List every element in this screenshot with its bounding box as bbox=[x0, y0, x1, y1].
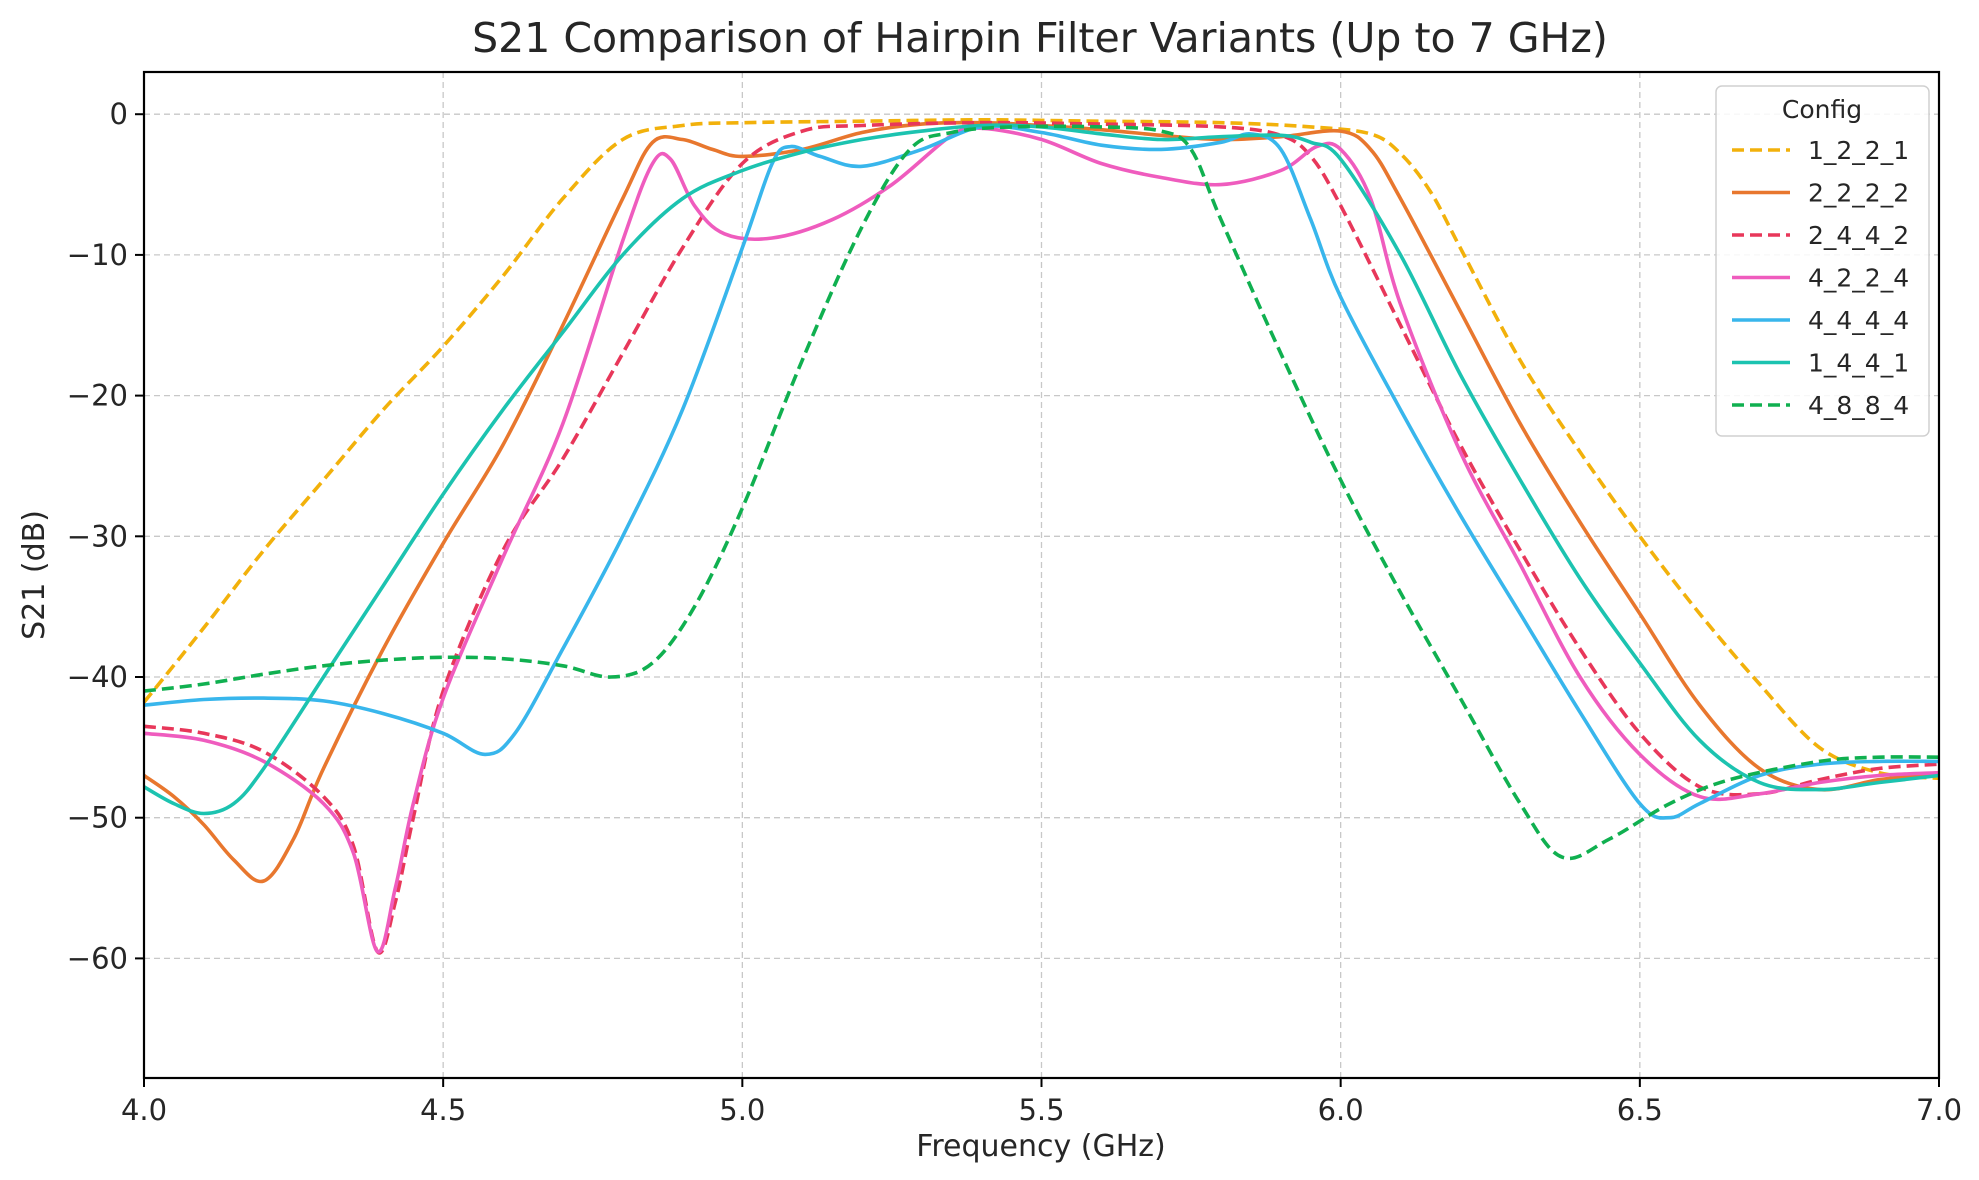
series-line-1_2_2_1 bbox=[142, 118, 1940, 781]
legend-label-4_4_4_4: 4_4_4_4 bbox=[1808, 306, 1909, 335]
y-tick-label: −20 bbox=[67, 379, 128, 413]
series-line-4_4_4_4 bbox=[143, 124, 1940, 820]
legend-title: Config bbox=[1782, 95, 1862, 124]
series-line-4_2_2_4 bbox=[143, 125, 1940, 954]
legend-label-4_8_8_4: 4_8_8_4 bbox=[1808, 391, 1909, 420]
x-tick-label: 4.5 bbox=[420, 1093, 466, 1127]
y-tick-label: −50 bbox=[67, 801, 128, 835]
series-line-2_2_2_2 bbox=[142, 120, 1940, 884]
x-tick-label: 4.0 bbox=[121, 1093, 167, 1127]
legend-label-2_4_4_2: 2_4_4_2 bbox=[1808, 221, 1909, 250]
legend-label-4_2_2_4: 4_2_2_4 bbox=[1808, 264, 1909, 293]
legend-box bbox=[1715, 85, 1930, 437]
legend-label-2_2_2_2: 2_2_2_2 bbox=[1808, 179, 1909, 208]
legend-label-1_2_2_1: 1_2_2_1 bbox=[1808, 136, 1909, 165]
x-tick-label: 5.0 bbox=[719, 1093, 765, 1127]
y-tick-label: −60 bbox=[67, 941, 128, 975]
y-tick-label: −10 bbox=[67, 238, 128, 272]
series-line-1_4_4_1 bbox=[143, 123, 1940, 816]
y-tick-label: 0 bbox=[110, 97, 128, 131]
y-axis: 0 −10 −20 −30 −40 −50 −60 bbox=[67, 97, 144, 975]
x-axis: 4.0 4.5 5.0 5.5 6.0 6.5 7.0 bbox=[121, 1078, 1962, 1127]
legend: Config 1_2_2_1 2_2_2_2 2_4_4_2 4_2_2_4 4_4_4… bbox=[1715, 85, 1930, 437]
y-axis-label: S21 (dB) bbox=[17, 510, 52, 640]
x-axis-label: Frequency (GHz) bbox=[916, 1129, 1165, 1164]
grid bbox=[144, 72, 1939, 1078]
series-line-2_4_4_2 bbox=[143, 120, 1940, 955]
series-group bbox=[142, 118, 1940, 955]
y-tick-label: −40 bbox=[67, 660, 128, 694]
x-tick-label: 5.5 bbox=[1018, 1093, 1064, 1127]
chart-title: S21 Comparison of Hairpin Filter Variant… bbox=[472, 14, 1608, 62]
x-tick-label: 6.5 bbox=[1617, 1093, 1663, 1127]
legend-label-1_4_4_1: 1_4_4_1 bbox=[1808, 349, 1909, 378]
series-line-4_8_8_4 bbox=[143, 124, 1940, 861]
y-tick-label: −30 bbox=[67, 519, 128, 553]
x-tick-label: 6.0 bbox=[1318, 1093, 1364, 1127]
x-tick-label: 7.0 bbox=[1916, 1093, 1962, 1127]
